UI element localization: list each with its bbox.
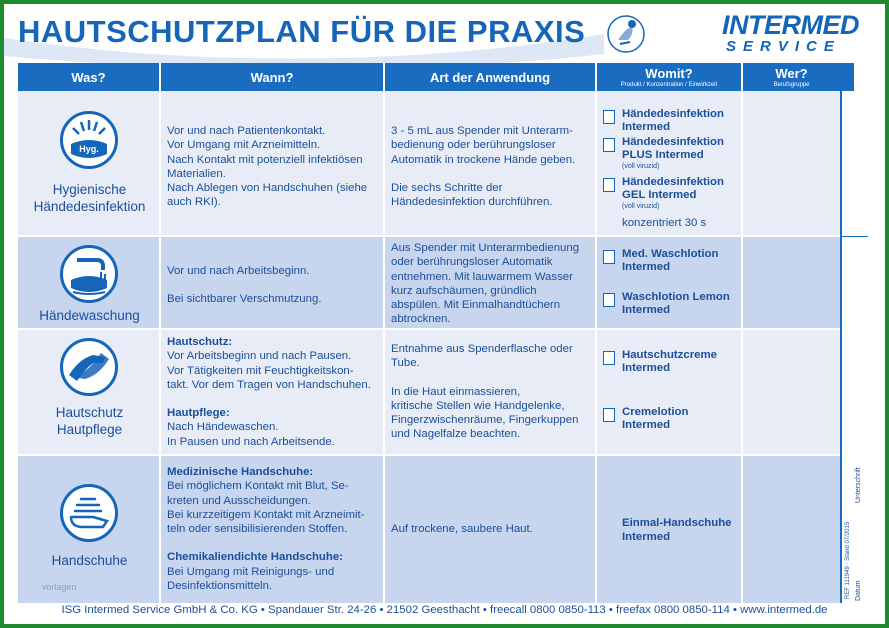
wann-text: Medizinische Handschuhe: Bei möglichem K… [167, 466, 365, 593]
product-item: Einmal-Handschuhe Intermed [622, 517, 732, 544]
was-label: Hautschutz Hautpflege [55, 405, 124, 437]
table-row-desinfektion: Hyg. Hygienische Händedesinfektion Vor un… [18, 91, 840, 237]
watermark-text: vorlagen [42, 582, 77, 592]
table-row-hautschutz: Hautschutz Hautpflege Hautschutz: Vor Arb… [18, 330, 840, 456]
was-label: Hygienische Händedesinfektion [33, 182, 146, 214]
column-header-wann: Wann? [161, 63, 385, 91]
product-item: Med. Waschlotion Intermed [603, 248, 739, 278]
mascot-icon [607, 15, 645, 53]
art-text: Aus Spender mit Unterarmbedienung oder be… [391, 242, 580, 326]
wann-text: Vor und nach Arbeitsbeginn. Bei sichtbare… [167, 265, 322, 306]
hand-washing-icon [60, 245, 118, 303]
skin-protection-icon [60, 338, 118, 396]
product-item: Händedesinfektion Intermed [603, 108, 739, 138]
signature-strip: Unterschrift Datum REF 111949 · Stand 07… [840, 91, 868, 603]
product-checkbox[interactable] [603, 110, 615, 124]
datum-label: Datum [855, 580, 862, 601]
wann-text: Vor und nach Patientenkontakt. Vor Umgang… [167, 125, 368, 209]
product-checkbox[interactable] [603, 250, 615, 264]
wer-cell[interactable] [743, 330, 840, 454]
column-header-art: Art der Anwendung [385, 63, 597, 91]
unterschrift-label: Unterschrift [855, 467, 862, 503]
product-item: Cremelotion Intermed [603, 406, 739, 436]
product-item: Händedesinfektion PLUS Intermed (voll vir… [603, 136, 739, 172]
column-header-was: Was? [18, 63, 161, 91]
art-text: Entnahme aus Spenderflasche oder Tube. In… [391, 343, 579, 441]
header-extra-column [826, 63, 854, 91]
product-checkbox[interactable] [603, 138, 615, 152]
product-item: Händedesinfektion GEL Intermed (voll viru… [603, 176, 739, 212]
hand-disinfection-icon: Hyg. [60, 111, 118, 169]
art-text: 3 - 5 mL aus Spender mit Unterarm-bedien… [391, 125, 576, 209]
footer-contact: ISG Intermed Service GmbH & Co. KG • Spa… [61, 604, 828, 616]
product-item: Waschlotion Lemon Intermed [603, 291, 739, 321]
logo-main-text: INTERMED [722, 10, 860, 40]
column-header-wer: Wer? Berufsgruppe [743, 63, 840, 91]
svg-text:Hyg.: Hyg. [79, 144, 99, 154]
was-label: Händewaschung [39, 308, 140, 323]
wer-cell[interactable] [743, 456, 840, 603]
document-sheet: HAUTSCHUTZPLAN FÜR DIE PRAXIS INTERMED S… [4, 4, 885, 624]
wann-text: Hautschutz: Vor Arbeitsbeginn und nach P… [167, 336, 371, 448]
logo-sub-text: SERVICE [726, 38, 841, 55]
page-title: HAUTSCHUTZPLAN FÜR DIE PRAXIS [18, 14, 586, 49]
product-checkbox[interactable] [603, 293, 615, 307]
product-checkbox[interactable] [603, 178, 615, 192]
column-header-womit: Womit? Produkt / Konzentration / Einwirkz… [597, 63, 743, 91]
table-row-waschung: Händewaschung Vor und nach Arbeitsbeginn… [18, 237, 840, 330]
glove-icon [60, 484, 118, 542]
header-swoosh [4, 34, 604, 68]
table-row-handschuhe: Handschuhe vorlagen Medizinische Handsch… [18, 456, 840, 603]
intermed-logo: INTERMED SERVICE [604, 10, 874, 62]
product-checkbox[interactable] [603, 351, 615, 365]
wer-cell[interactable] [743, 91, 840, 235]
product-item: Hautschutzcreme Intermed [603, 349, 739, 379]
ref-label: REF 111949 · Stand 07/2015 [845, 521, 851, 599]
wer-cell[interactable] [743, 237, 840, 328]
concentration-text: konzentriert 30 s [622, 217, 707, 229]
product-checkbox[interactable] [603, 408, 615, 422]
art-text: Auf trockene, saubere Haut. [391, 523, 533, 535]
was-label: Handschuhe [51, 553, 128, 568]
